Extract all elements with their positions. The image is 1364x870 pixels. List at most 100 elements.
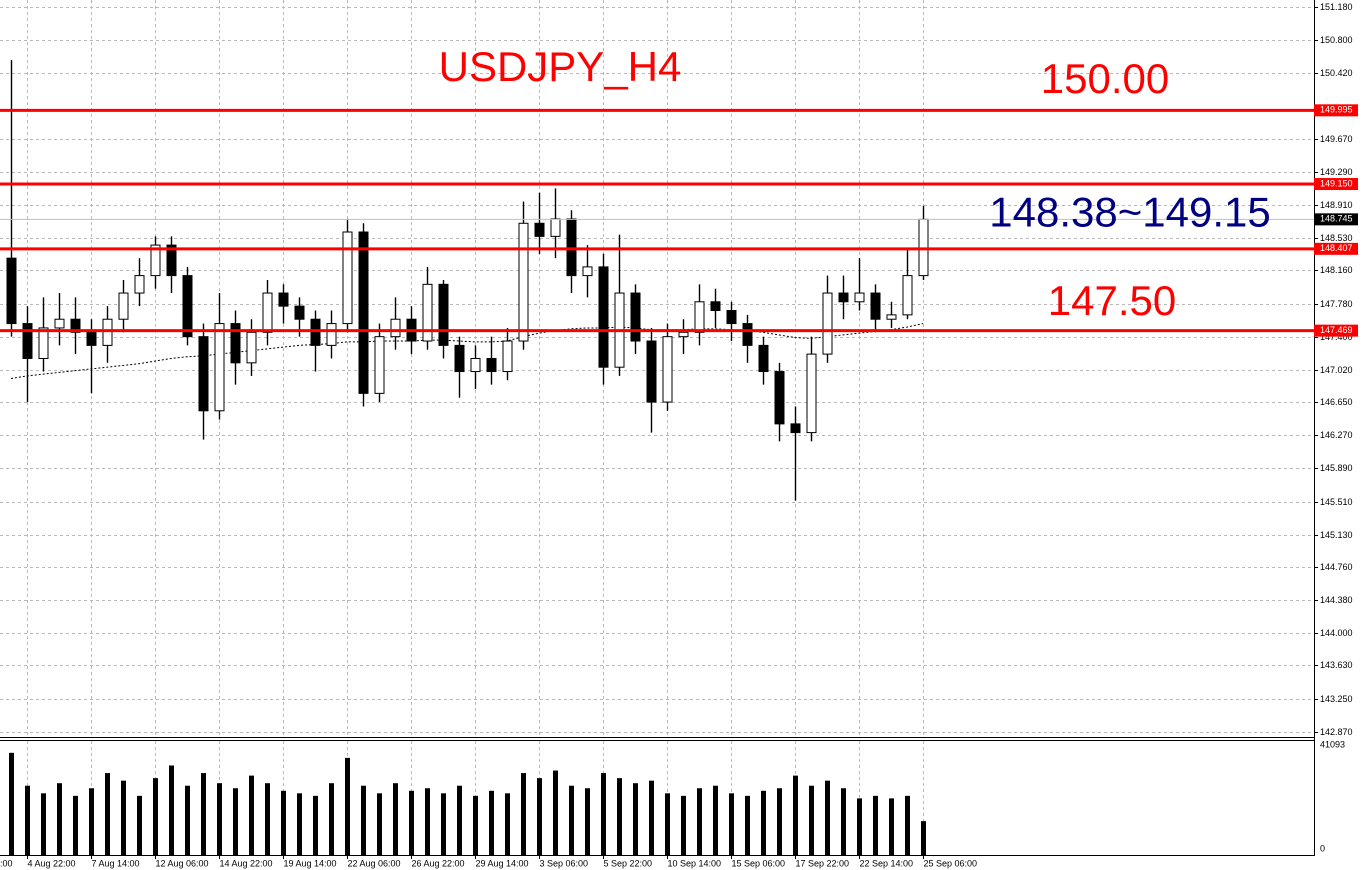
volume-bar [841, 788, 846, 855]
volume-bar [41, 793, 46, 855]
volume-bar [921, 821, 926, 855]
volume-bar [697, 788, 702, 855]
candle-body [86, 331, 97, 346]
candle-body [342, 231, 353, 325]
y-tick-label: 148.160 [1320, 265, 1353, 275]
annotation: 147.50 [1048, 277, 1176, 324]
x-tick-label-partial: :00 [0, 858, 13, 868]
candle-body [294, 305, 305, 320]
level-label: 149.150 [1320, 178, 1353, 188]
volume-bar [729, 793, 734, 855]
current-price-marker [1314, 213, 1358, 226]
annotation: 150.00 [1041, 55, 1169, 102]
chart-title: USDJPY_H4 [439, 43, 682, 90]
volume-bar [9, 752, 14, 855]
candle-body [278, 292, 289, 307]
volume-bar [553, 770, 558, 855]
y-tick-label: 146.270 [1320, 430, 1353, 440]
candle-body [54, 318, 65, 329]
volume-bar [73, 795, 78, 855]
candle-body [214, 323, 225, 412]
volume-bar [585, 788, 590, 855]
candle-body [70, 318, 81, 333]
level-label: 147.469 [1320, 325, 1353, 335]
volume-tick-label: 41093 [1320, 739, 1345, 749]
level-marker [1314, 104, 1358, 117]
volume-bar [297, 793, 302, 855]
volume-bar [473, 795, 478, 855]
volume-bar [569, 785, 574, 855]
volume-bar [233, 788, 238, 855]
volume-bar [89, 788, 94, 855]
candle-body [358, 231, 369, 394]
candle-body [822, 292, 833, 355]
volume-bar [905, 795, 910, 855]
candle-body [198, 336, 209, 412]
candle-body [662, 336, 673, 403]
volume-bar [393, 783, 398, 855]
y-tick-label: 145.130 [1320, 530, 1353, 540]
y-tick-label: 142.870 [1320, 727, 1353, 737]
candle-body [262, 292, 273, 333]
x-tick-label: 25 Sep 06:00 [924, 858, 978, 868]
volume-bar [761, 790, 766, 855]
candle-body [534, 222, 545, 237]
moving-average [10, 323, 924, 380]
volume-bar [665, 793, 670, 855]
candle-body [758, 344, 769, 373]
candle-body [902, 275, 913, 316]
candle-body [678, 331, 689, 338]
candle-body [838, 292, 849, 303]
volume-bar [57, 783, 62, 855]
volume-bar [217, 783, 222, 855]
volume-bar [137, 795, 142, 855]
volume-bar [809, 785, 814, 855]
volume-bar [361, 785, 366, 855]
candle-body [694, 301, 705, 333]
y-tick-label: 147.020 [1320, 365, 1353, 375]
x-tick-label: 4 Aug 22:00 [28, 858, 76, 868]
candle-body [6, 257, 17, 325]
volume-bar [153, 778, 158, 855]
volume-bar [281, 790, 286, 855]
candle-body [566, 218, 577, 277]
candle-body [486, 357, 497, 373]
volume-bar [441, 793, 446, 855]
volume-bar [601, 773, 606, 855]
x-tick-label: 17 Sep 22:00 [796, 858, 850, 868]
y-tick-label: 147.780 [1320, 299, 1353, 309]
volume-bar [793, 775, 798, 855]
level-label: 148.407 [1320, 243, 1353, 253]
volume-bar [121, 780, 126, 855]
volume-bar [313, 795, 318, 855]
y-tick-label: 145.510 [1320, 497, 1353, 507]
volume-bar [329, 783, 334, 855]
x-tick-label: 15 Sep 06:00 [732, 858, 786, 868]
volume-bar [537, 778, 542, 855]
candle-body [38, 327, 49, 359]
volume-bar [649, 780, 654, 855]
x-tick-label: 3 Sep 06:00 [540, 858, 589, 868]
volume-bar [745, 795, 750, 855]
candle-body [742, 323, 753, 346]
volume-bar [713, 785, 718, 855]
y-tick-label: 151.180 [1320, 2, 1353, 12]
candle-body [22, 323, 33, 359]
y-tick-label: 144.380 [1320, 595, 1353, 605]
volume-bar [185, 785, 190, 855]
y-tick-label: 149.670 [1320, 134, 1353, 144]
x-tick-label: 26 Aug 22:00 [412, 858, 465, 868]
candle-body [182, 275, 193, 338]
x-tick-label: 14 Aug 22:00 [220, 858, 273, 868]
x-tick-label: 22 Aug 06:00 [348, 858, 401, 868]
candle-body [550, 218, 561, 237]
y-tick-label: 143.630 [1320, 660, 1353, 670]
candle-body [598, 266, 609, 368]
volume-bar [345, 757, 350, 855]
candle-body [422, 283, 433, 342]
volume-bar [617, 778, 622, 855]
candle-body [790, 423, 801, 434]
candle-body [326, 323, 337, 346]
